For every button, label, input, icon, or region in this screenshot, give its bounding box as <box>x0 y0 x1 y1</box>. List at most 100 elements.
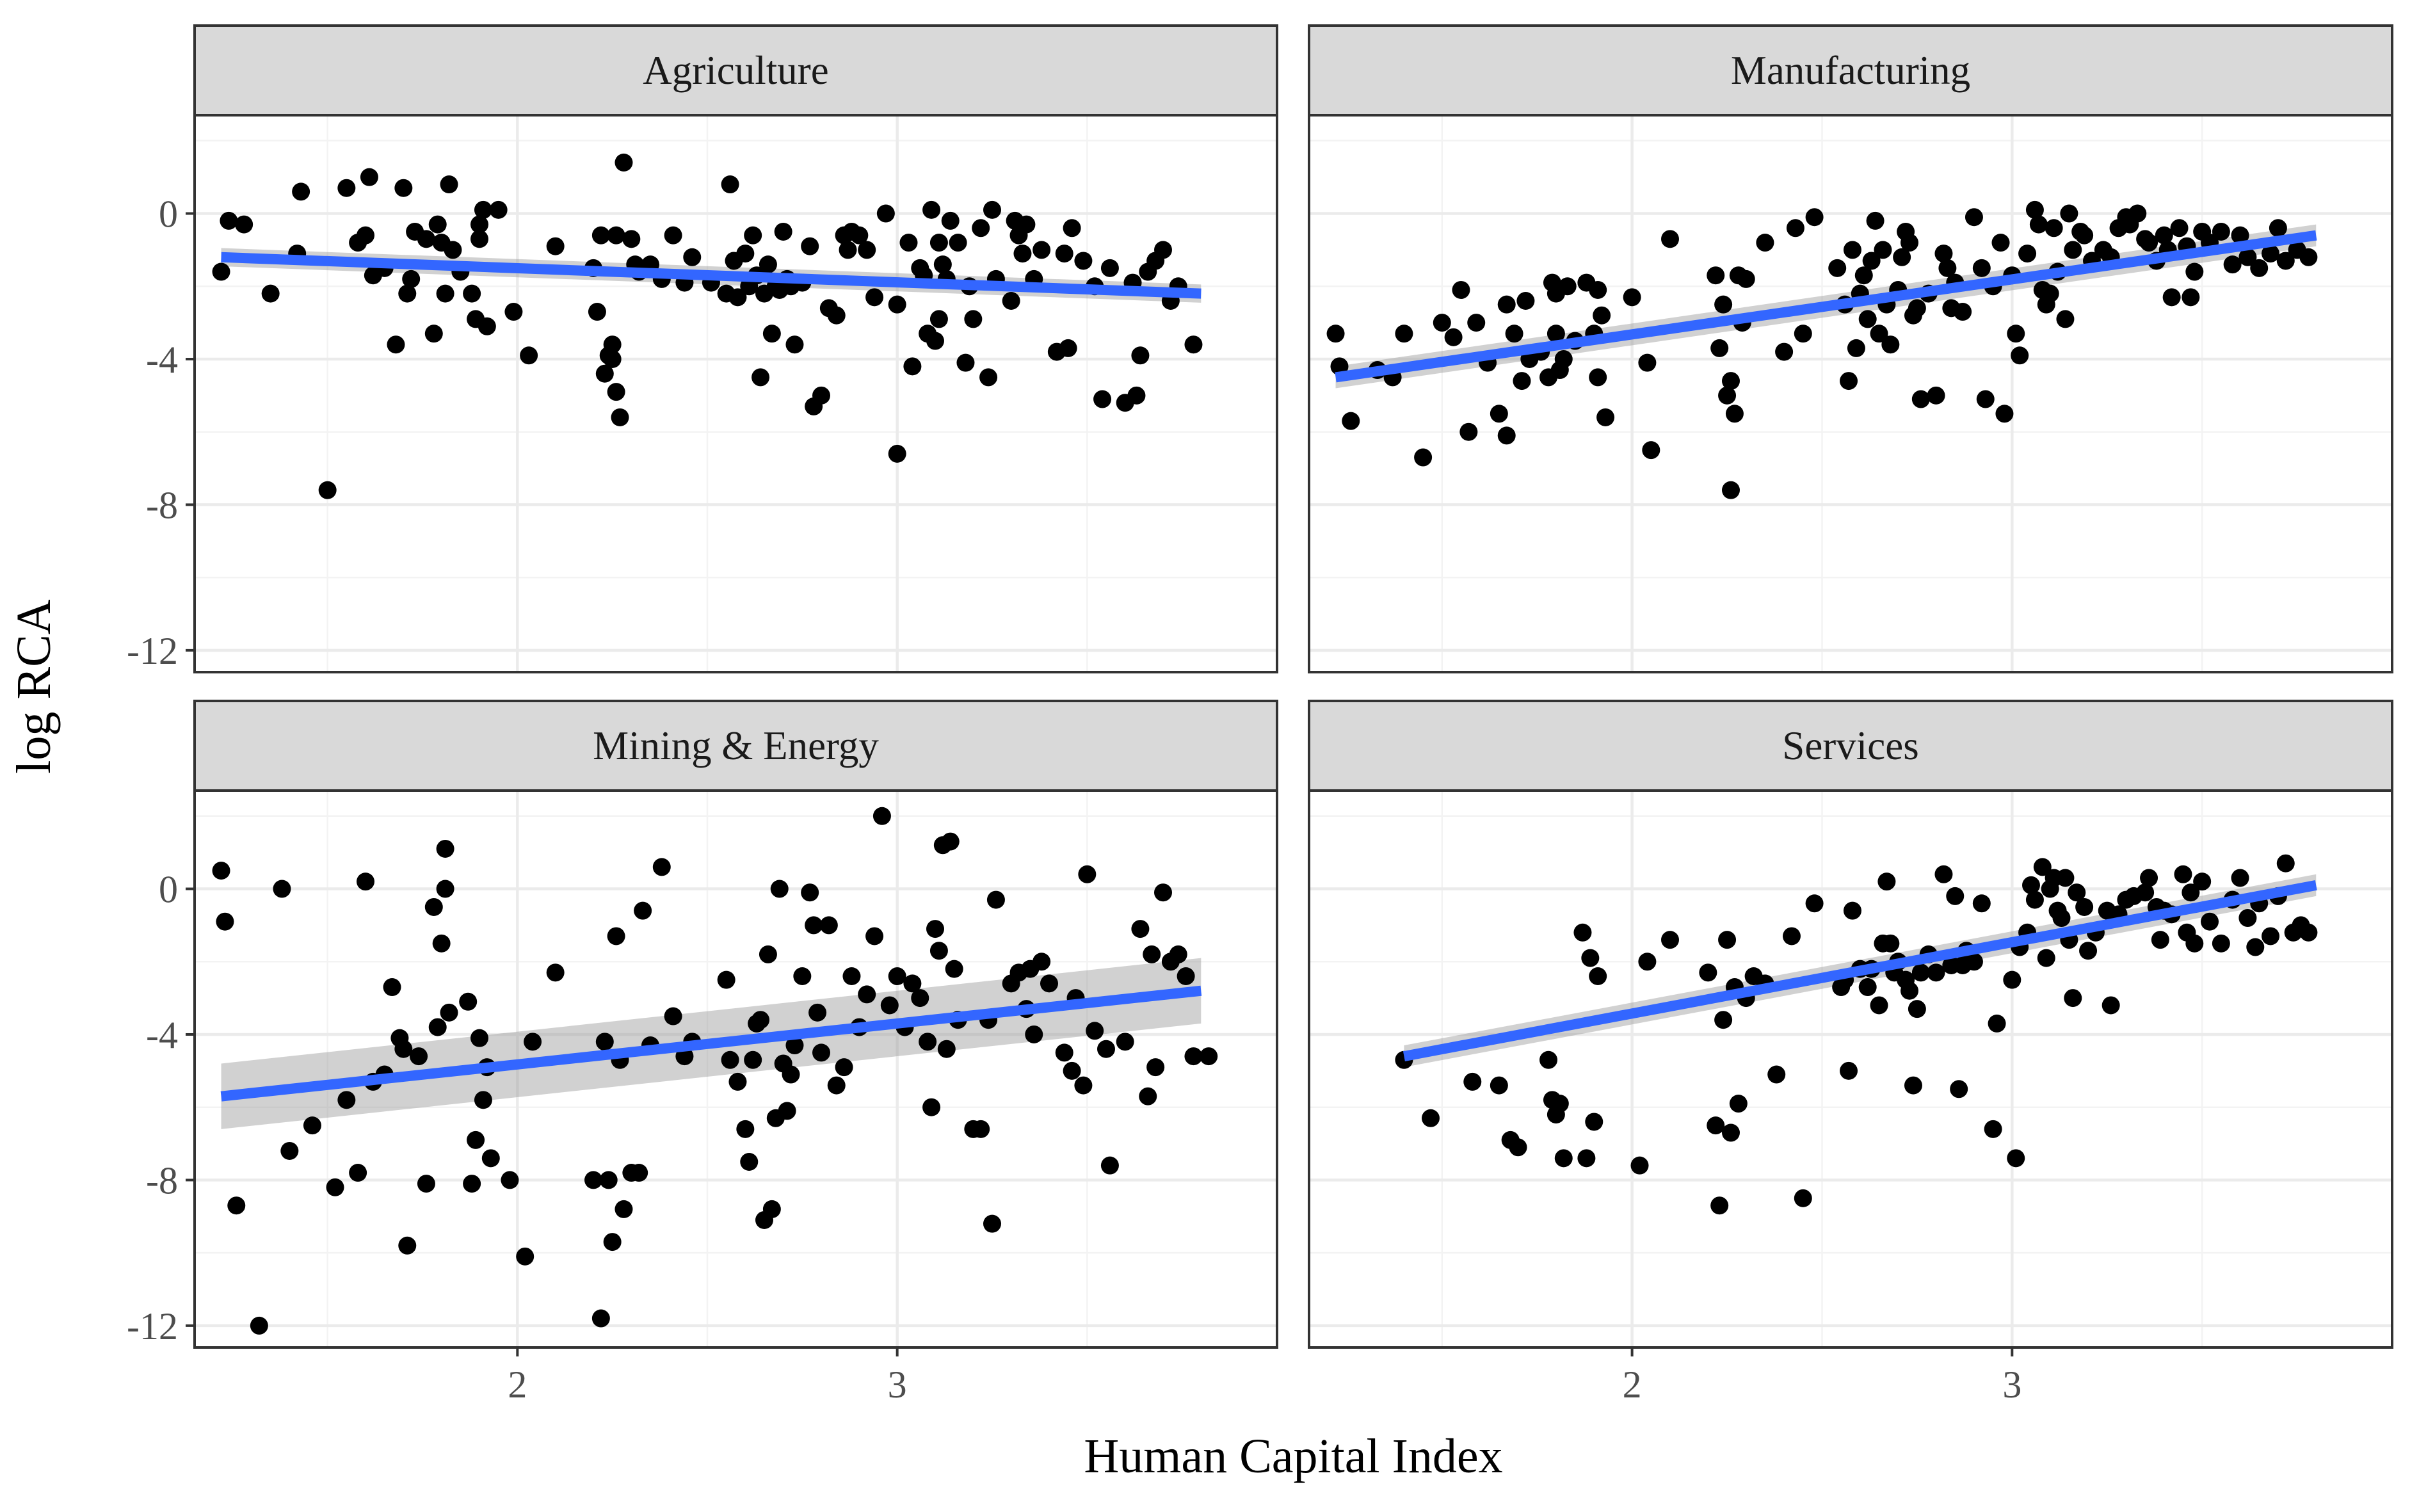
panel-1: Manufacturing <box>1308 24 2393 673</box>
data-point <box>2231 869 2249 887</box>
data-point <box>1661 931 1679 949</box>
data-point <box>2182 883 2200 902</box>
data-point <box>394 1040 413 1058</box>
data-point <box>318 481 337 499</box>
panel-background <box>1309 115 2392 672</box>
data-point <box>979 368 998 387</box>
data-point <box>827 306 846 325</box>
data-point <box>717 970 735 989</box>
data-point <box>1547 325 1565 343</box>
data-point <box>432 934 451 953</box>
data-point <box>2151 931 2169 949</box>
data-point <box>440 175 458 194</box>
data-point <box>1509 1138 1527 1157</box>
data-point <box>1154 241 1172 259</box>
data-point <box>2140 234 2158 252</box>
panel-0: Agriculture 0 -4 -8 -12 <box>127 24 1278 673</box>
data-point <box>459 992 478 1011</box>
data-point <box>360 168 378 186</box>
data-point <box>1718 386 1737 405</box>
data-point <box>1131 346 1150 365</box>
data-point <box>337 179 356 197</box>
data-point <box>721 1050 739 1069</box>
data-point <box>1033 241 1051 259</box>
data-point <box>1169 945 1187 963</box>
data-point <box>785 1036 804 1055</box>
data-point <box>1721 481 1740 499</box>
data-point <box>922 1098 941 1116</box>
data-point <box>2075 226 2094 245</box>
data-point <box>1497 295 1516 314</box>
data-point <box>216 912 234 931</box>
data-point <box>357 226 374 245</box>
data-point <box>941 832 960 851</box>
data-point <box>1589 368 1607 387</box>
data-point <box>349 1164 367 1182</box>
trend-line <box>220 985 1202 1102</box>
data-point <box>972 1120 990 1138</box>
panel-3: Services 2 3 <box>1308 700 2393 1406</box>
data-point <box>402 269 421 288</box>
data-point <box>584 1171 602 1189</box>
facet-strip <box>193 700 1278 792</box>
data-point <box>652 858 671 876</box>
data-point <box>1467 314 1486 332</box>
data-point <box>220 211 238 230</box>
data-point <box>1954 303 1972 321</box>
data-point <box>436 839 454 858</box>
data-point <box>634 901 652 920</box>
data-point <box>2064 989 2082 1008</box>
data-point <box>1710 339 1729 357</box>
data-point <box>1100 1156 1119 1175</box>
data-point <box>1976 390 1995 408</box>
data-point <box>440 1003 458 1022</box>
data-point <box>839 241 857 259</box>
data-point <box>929 234 948 252</box>
data-point <box>2193 873 2212 891</box>
data-point <box>273 880 291 898</box>
data-point <box>1326 325 1345 343</box>
data-point <box>899 234 918 252</box>
data-point <box>467 1130 485 1149</box>
data-point <box>926 920 944 938</box>
data-point <box>2262 245 2280 263</box>
data-point <box>1854 266 1873 285</box>
data-point <box>736 245 755 263</box>
data-point <box>1805 208 1824 227</box>
data-point <box>303 1116 321 1135</box>
data-point <box>1463 1072 1482 1091</box>
data-point <box>728 1072 747 1091</box>
data-point <box>1184 1047 1203 1066</box>
panels-layer: Agriculture 0 -4 -8 -12 Manufacturing Mining &… <box>127 24 2393 1406</box>
data-point <box>1093 390 1112 408</box>
data-point <box>1539 1050 1558 1069</box>
data-point <box>1828 259 1847 277</box>
data-point <box>1055 245 1073 263</box>
data-point <box>599 1171 618 1189</box>
data-point <box>463 1175 481 1193</box>
data-point <box>2068 883 2086 902</box>
data-point <box>2246 938 2265 956</box>
data-point <box>1127 386 1146 405</box>
data-point <box>1642 441 1660 460</box>
data-point <box>1459 422 1478 441</box>
data-point <box>1623 288 1641 307</box>
data-point <box>759 945 777 963</box>
data-point <box>591 226 610 245</box>
data-point <box>1965 953 1983 971</box>
data-point <box>1874 241 1892 259</box>
data-point <box>1767 1065 1786 1084</box>
data-point <box>1794 1189 1812 1207</box>
data-point <box>2056 310 2075 328</box>
data-point <box>827 1076 846 1095</box>
data-point <box>474 1091 492 1109</box>
data-point <box>410 1047 428 1066</box>
data-point <box>2007 1149 2025 1168</box>
data-point <box>607 927 625 945</box>
data-point <box>1342 412 1360 430</box>
data-point <box>835 1058 853 1077</box>
data-point <box>1550 1095 1569 1113</box>
data-point <box>1938 259 1957 277</box>
data-point <box>1707 1116 1725 1135</box>
